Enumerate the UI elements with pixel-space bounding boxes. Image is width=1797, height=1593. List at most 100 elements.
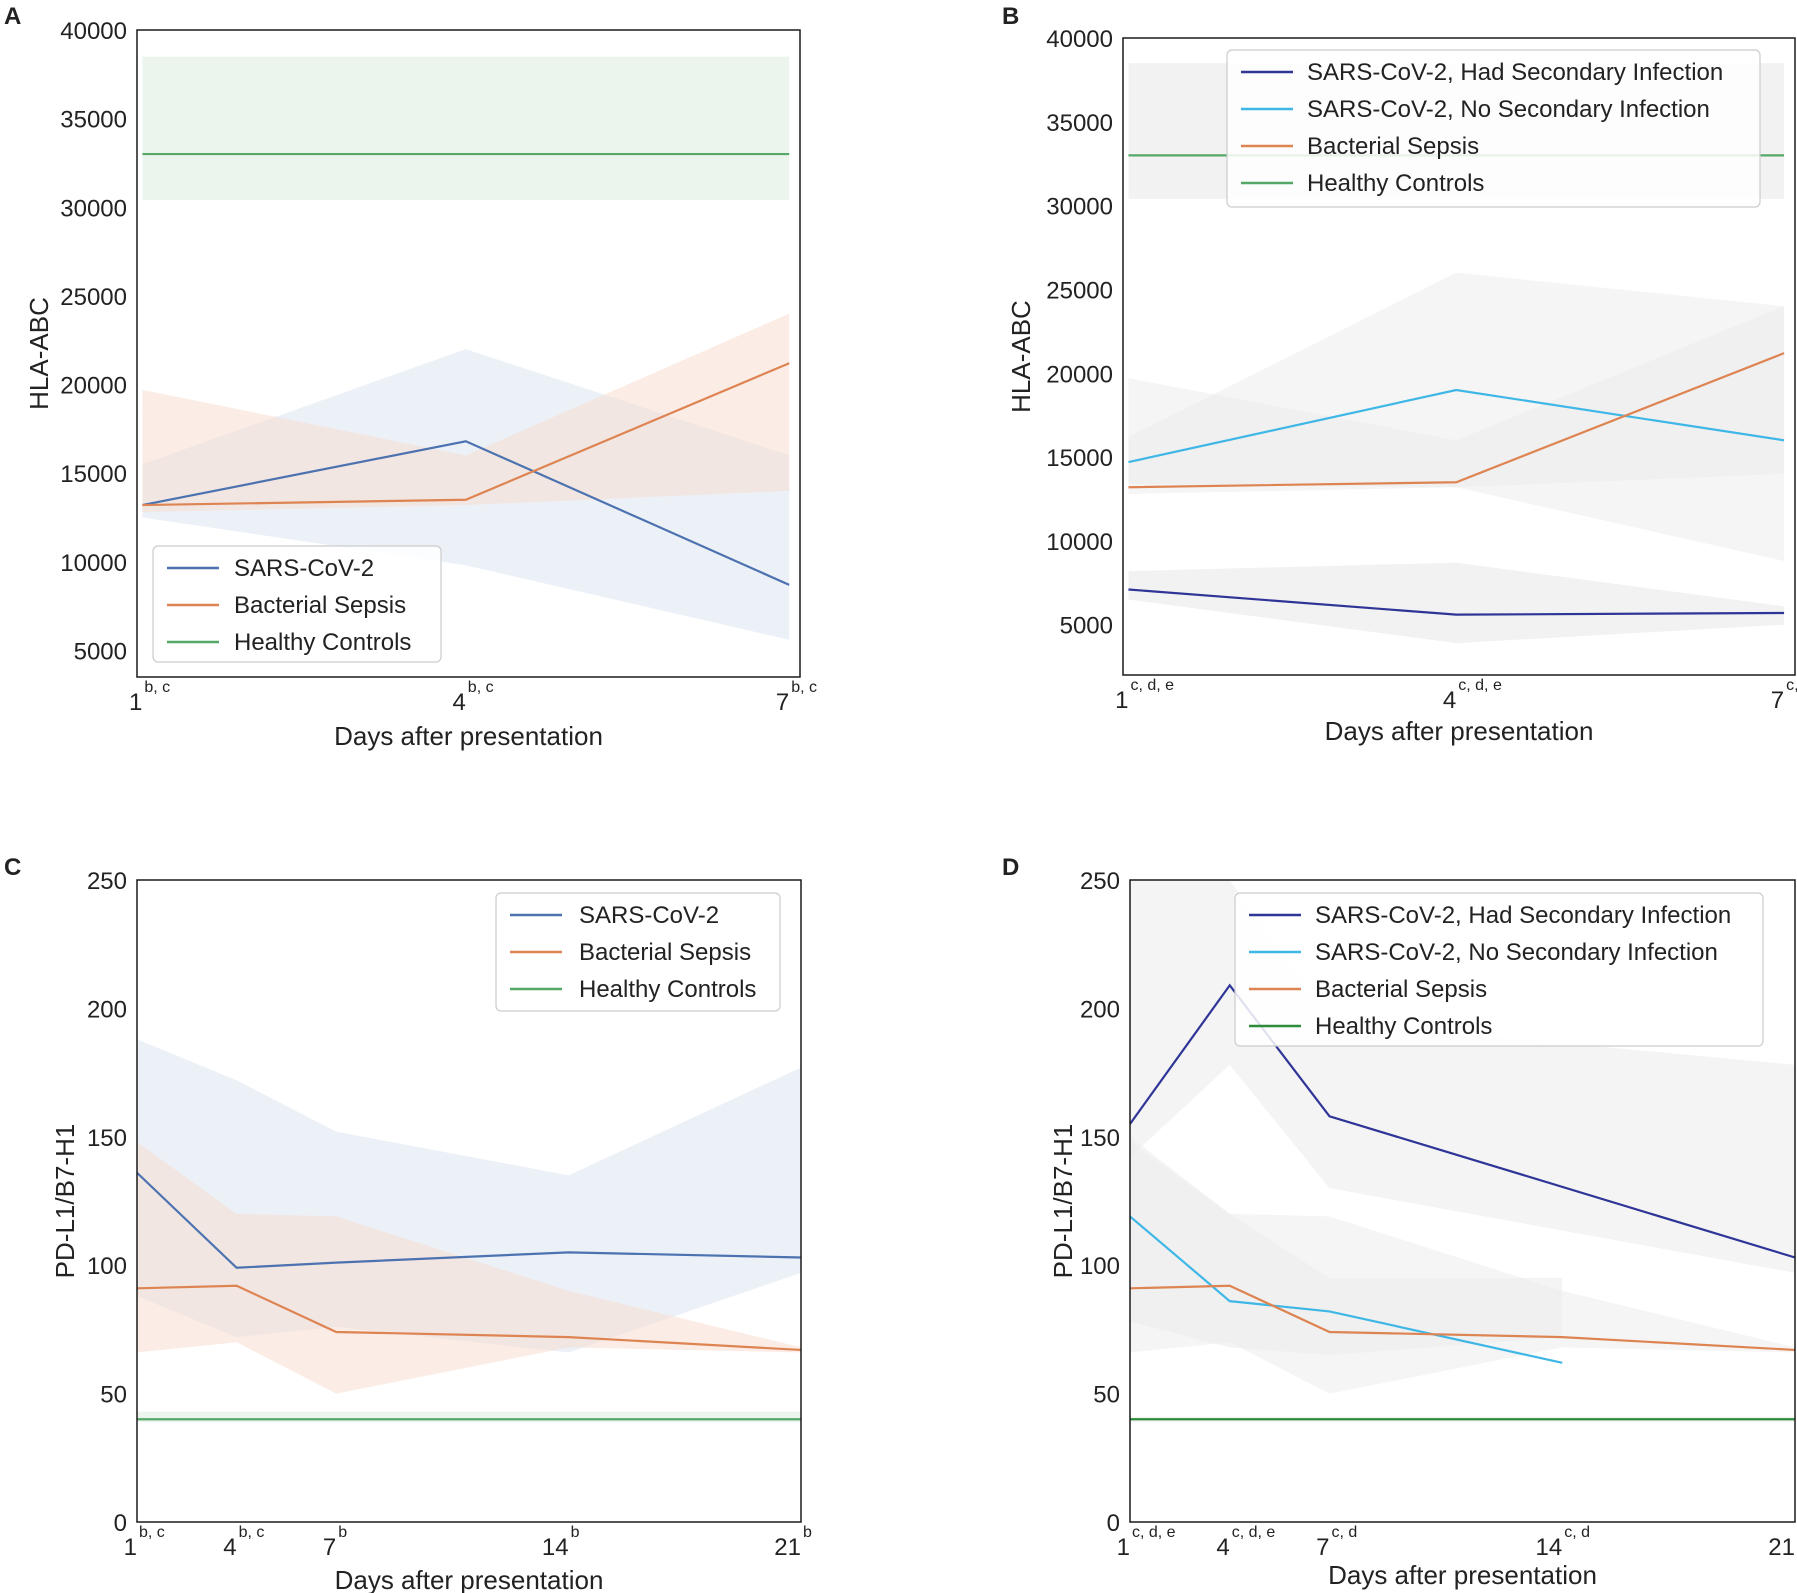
panel-a-y-axis-title: HLA-ABC: [24, 297, 54, 410]
panel-c-xtick-sup-7: b: [338, 1524, 347, 1541]
panel-b-legend-label-healthy-controls: Healthy Controls: [1307, 170, 1484, 197]
panel-b-ytick-30000: 30000: [1046, 194, 1113, 221]
panel-b-y-axis-title: HLA-ABC: [1006, 300, 1036, 413]
panel-a-legend-label-healthy-controls: Healthy Controls: [234, 629, 411, 656]
panel-c-legend-label-sars-cov-2: SARS-CoV-2: [579, 902, 719, 929]
panel-d-legend-box: [1234, 892, 1764, 1047]
panel-a-ytick-10000: 10000: [60, 550, 127, 577]
panel-d-xtick-sup-1: c, d, e: [1132, 1524, 1176, 1541]
panel-c-letter: C: [4, 854, 21, 881]
panel-b-band-bacterial-sepsis: [1128, 306, 1785, 494]
panel-d-legend: SARS-CoV-2, Had Secondary Infection SARS-…: [1234, 892, 1764, 1047]
panel-b-legend-label-bacterial-sepsis: Bacterial Sepsis: [1307, 133, 1479, 160]
panel-d-ytick-50: 50: [1093, 1382, 1120, 1409]
panel-b-legend-box: [1226, 49, 1761, 208]
panel-a-legend-label-sars-cov-2: SARS-CoV-2: [234, 555, 374, 582]
panel-d-line-sars-cov-2-no-secondary-infection: [1130, 1215, 1563, 1364]
panel-b-legend: SARS-CoV-2, Had Secondary Infection SARS-…: [1226, 49, 1761, 208]
panel-a-axes-frame: [136, 29, 801, 678]
panel-d-x-axis-title: Days after presentation: [1328, 1560, 1597, 1590]
panel-c-ytick-250: 250: [87, 868, 127, 895]
panel-a-plot-area: [142, 56, 790, 640]
panel-b-ytick-15000: 15000: [1046, 445, 1113, 472]
panel-d-legend-label-bacterial-sepsis: Bacterial Sepsis: [1315, 976, 1487, 1003]
panel-b-ytick-25000: 25000: [1046, 277, 1113, 304]
panel-d-xtick-sup-4: c, d, e: [1232, 1524, 1276, 1541]
panel-c-ytick-100: 100: [87, 1253, 127, 1280]
panel-c-ytick-150: 150: [87, 1125, 127, 1152]
panel-c-y-axis-title: PD-L1/B7-H1: [50, 1124, 80, 1279]
panel-c-xtick-1: 1: [124, 1534, 137, 1561]
panel-d-y-axis-title: PD-L1/B7-H1: [1048, 1124, 1078, 1279]
panel-b-xtick-sup-7: c, e: [1786, 677, 1797, 694]
panel-c-xtick-4: 4: [223, 1534, 236, 1561]
panel-b-xtick-sup-1: c, d, e: [1130, 677, 1174, 694]
panel-d-xtick-4: 4: [1216, 1534, 1229, 1561]
panel-b-legend-label-sars-cov-2-had-secondary-infection: SARS-CoV-2, Had Secondary Infection: [1307, 59, 1723, 86]
panel-b-x-axis-title: Days after presentation: [1325, 716, 1594, 746]
panel-a-xtick-1: 1: [129, 689, 142, 716]
panel-d-xtick-sup-14: c, d: [1564, 1524, 1590, 1541]
panel-a-xtick-4: 4: [452, 689, 465, 716]
panel-a-xtick-sup-7: b, c: [791, 679, 817, 696]
panel-c-xtick-sup-21: b: [803, 1524, 812, 1541]
panel-d-band-bacterial-sepsis: [1130, 1141, 1795, 1394]
panel-b-axes-frame: [1122, 37, 1796, 676]
panel-a: A 5000 10000 15000 20000 25000 30000 35000 40000…: [4, 3, 817, 751]
panel-c-plot-area: [137, 1039, 801, 1422]
panel-b-letter: B: [1002, 3, 1019, 30]
panel-c-legend: SARS-CoV-2 Bacterial Sepsis Healthy Contro…: [495, 892, 781, 1012]
panel-d-xtick-1: 1: [1117, 1534, 1130, 1561]
panel-a-ytick-35000: 35000: [60, 107, 127, 134]
panel-c-xtick-21: 21: [774, 1534, 801, 1561]
panel-c-xtick-sup-4: b, c: [239, 1524, 265, 1541]
panel-d-legend-label-healthy-controls: Healthy Controls: [1315, 1013, 1492, 1040]
panel-b-ytick-10000: 10000: [1046, 529, 1113, 556]
panel-d-xtick-7: 7: [1316, 1534, 1329, 1561]
panel-b-legend-label-sars-cov-2-no-secondary-infection: SARS-CoV-2, No Secondary Infection: [1307, 96, 1710, 123]
panel-b-xtick-1: 1: [1115, 687, 1128, 714]
panel-c-band-bacterial-sepsis: [137, 1141, 801, 1394]
panel-a-ytick-20000: 20000: [60, 373, 127, 400]
panel-c-xtick-sup-1: b, c: [139, 1524, 165, 1541]
panel-b-ytick-40000: 40000: [1046, 26, 1113, 53]
panel-c-ytick-50: 50: [100, 1382, 127, 1409]
panel-a-xtick-sup-4: b, c: [468, 679, 494, 696]
panel-c-xtick-14: 14: [542, 1534, 569, 1561]
panel-b-ytick-20000: 20000: [1046, 361, 1113, 388]
panel-c-legend-label-healthy-controls: Healthy Controls: [579, 976, 756, 1003]
panel-d-ytick-250: 250: [1080, 868, 1120, 895]
panel-a-ytick-15000: 15000: [60, 461, 127, 488]
panel-b-band-sars-cov-2-had-secondary-infection: [1128, 562, 1785, 644]
panel-a-ytick-40000: 40000: [60, 18, 127, 45]
panel-c-legend-label-bacterial-sepsis: Bacterial Sepsis: [579, 939, 751, 966]
panel-d-legend-label-sars-cov-2-no-secondary-infection: SARS-CoV-2, No Secondary Infection: [1315, 939, 1718, 966]
panel-c-xtick-7: 7: [323, 1534, 336, 1561]
panel-d-legend-label-sars-cov-2-had-secondary-infection: SARS-CoV-2, Had Secondary Infection: [1315, 902, 1731, 929]
panel-d-xtick-21: 21: [1768, 1534, 1795, 1561]
panel-b-ytick-5000: 5000: [1060, 613, 1113, 640]
panel-d-line-sars-cov-2-had-secondary-infection: [1130, 983, 1795, 1259]
panel-a-xtick-sup-1: b, c: [144, 679, 170, 696]
panel-a-xtick-7: 7: [776, 689, 789, 716]
panel-b-xtick-7: 7: [1771, 687, 1784, 714]
panel-d-ytick-150: 150: [1080, 1125, 1120, 1152]
panel-c-legend-box: [495, 892, 781, 1012]
panel-b-ytick-35000: 35000: [1046, 110, 1113, 137]
panel-d-letter: D: [1002, 854, 1019, 881]
panel-a-letter: A: [4, 3, 21, 30]
panel-c-xtick-sup-14: b: [571, 1524, 580, 1541]
panel-d-xtick-sup-7: c, d: [1332, 1524, 1358, 1541]
panel-a-legend-label-bacterial-sepsis: Bacterial Sepsis: [234, 592, 406, 619]
panel-a-ytick-25000: 25000: [60, 284, 127, 311]
panel-a-band-healthy-controls: [142, 56, 790, 201]
panel-d-ytick-0: 0: [1107, 1510, 1120, 1537]
panel-d-ytick-100: 100: [1080, 1253, 1120, 1280]
panel-c-ytick-0: 0: [114, 1510, 127, 1537]
panel-b: B 5000 10000 15000 20000 25000 30000 35000 40000…: [1002, 3, 1797, 746]
panel-b-band-sars-cov-2-no-secondary-infection: [1128, 272, 1785, 562]
panel-a-band-bacterial-sepsis: [142, 313, 790, 513]
